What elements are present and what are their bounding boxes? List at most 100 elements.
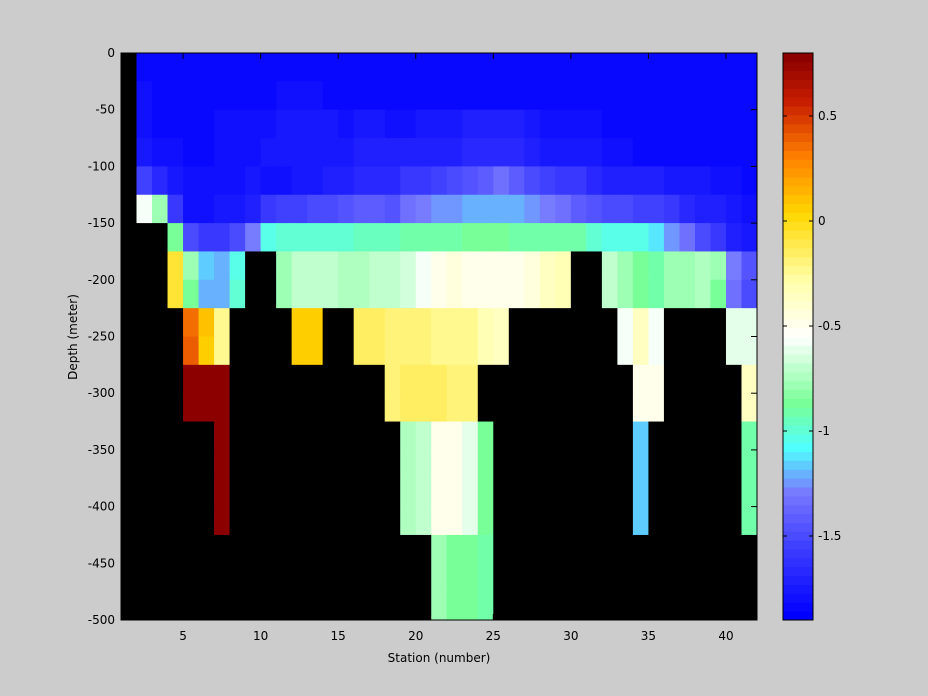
heatmap-cell [431, 534, 448, 564]
heatmap-cell [477, 279, 494, 309]
heatmap-cell [307, 194, 324, 224]
heatmap-cell [710, 251, 727, 281]
heatmap-cell [741, 53, 758, 82]
heatmap-cell [570, 421, 587, 451]
heatmap-cell [694, 449, 711, 479]
heatmap-cell [214, 308, 230, 337]
heatmap-cell [694, 279, 711, 309]
heatmap-cell [167, 506, 184, 536]
heatmap-cell [384, 336, 401, 366]
heatmap-cell [679, 308, 696, 337]
heatmap-cell [570, 393, 587, 422]
heatmap-cell [291, 279, 308, 309]
heatmap-cell [152, 591, 168, 621]
heatmap-cell [167, 251, 184, 281]
heatmap-cell [570, 109, 587, 139]
heatmap-cell [152, 393, 168, 422]
heatmap-cell [431, 308, 448, 337]
heatmap-cell [725, 534, 742, 564]
heatmap-cell [291, 166, 308, 196]
heatmap-cell [214, 449, 230, 479]
heatmap-cell [725, 563, 742, 593]
heatmap-cell [400, 308, 417, 337]
heatmap-cell [229, 336, 246, 366]
x-tick-label: 20 [408, 629, 423, 643]
heatmap-cell [291, 223, 308, 252]
heatmap-cell [493, 194, 510, 224]
heatmap-cell [524, 449, 541, 479]
heatmap-cell [648, 166, 665, 196]
heatmap-cell [307, 109, 324, 139]
heatmap-cell [586, 194, 603, 224]
heatmap-cell [462, 364, 479, 394]
heatmap-cell [121, 251, 137, 281]
heatmap-cell [446, 364, 463, 394]
y-tick-label: -100 [88, 159, 115, 173]
heatmap-cell [198, 81, 215, 111]
heatmap-cell [400, 138, 417, 167]
heatmap-cell [663, 421, 680, 451]
heatmap-cell [245, 591, 262, 621]
heatmap-cell [183, 449, 199, 479]
heatmap-cell [229, 308, 246, 337]
heatmap-cell [369, 506, 386, 536]
colorbar-level [783, 451, 813, 461]
heatmap-cell [725, 81, 742, 111]
heatmap-cell [229, 138, 246, 167]
heatmap-cell [136, 279, 153, 309]
heatmap-cell [524, 506, 541, 536]
heatmap-cell [462, 194, 479, 224]
heatmap-cell [648, 421, 665, 451]
heatmap-cell [276, 166, 293, 196]
heatmap-cell [586, 591, 603, 621]
heatmap-cell [322, 279, 339, 309]
heatmap-cell [229, 223, 246, 252]
heatmap-cell [307, 478, 324, 507]
heatmap-cell [725, 478, 742, 507]
heatmap-cell [446, 223, 463, 252]
heatmap-cell [617, 53, 634, 82]
heatmap-cell [679, 563, 696, 593]
heatmap-cell [229, 449, 246, 479]
heatmap-cell [183, 364, 199, 394]
heatmap-cell [493, 336, 510, 366]
heatmap-cell [291, 364, 308, 394]
heatmap-cell [198, 194, 215, 224]
heatmap-cell [570, 478, 587, 507]
heatmap-cell [477, 336, 494, 366]
heatmap-cell [648, 393, 665, 422]
heatmap-cell [338, 563, 355, 593]
heatmap-cell [384, 506, 401, 536]
heatmap-cell [353, 478, 370, 507]
heatmap-cell [152, 223, 168, 252]
heatmap-cell [183, 393, 199, 422]
heatmap-cell [229, 251, 246, 281]
heatmap-cell [322, 308, 339, 337]
heatmap-cell [260, 534, 277, 564]
heatmap-cell [508, 449, 525, 479]
heatmap-cell [601, 308, 618, 337]
colorbar-level [783, 371, 813, 382]
heatmap-cell [632, 506, 649, 536]
heatmap-cell [152, 421, 168, 451]
heatmap-cell [477, 166, 494, 196]
heatmap-cell [555, 81, 572, 111]
heatmap-cell [260, 308, 277, 337]
heatmap-cell [586, 279, 603, 309]
heatmap-cell [648, 336, 665, 366]
heatmap-cell [322, 223, 339, 252]
heatmap-cell [446, 591, 463, 621]
heatmap-cell [570, 251, 587, 281]
heatmap-cell [555, 534, 572, 564]
heatmap-cell [648, 478, 665, 507]
heatmap-cell [508, 506, 525, 536]
heatmap-cell [477, 81, 494, 111]
heatmap-cell [260, 166, 277, 196]
heatmap-cell [570, 308, 587, 337]
heatmap-cell [725, 166, 742, 196]
colorbar-level [783, 239, 813, 249]
heatmap-cell [508, 109, 525, 139]
x-tick-label: 10 [253, 629, 268, 643]
heatmap-cell [710, 449, 727, 479]
heatmap-cell [570, 53, 587, 82]
